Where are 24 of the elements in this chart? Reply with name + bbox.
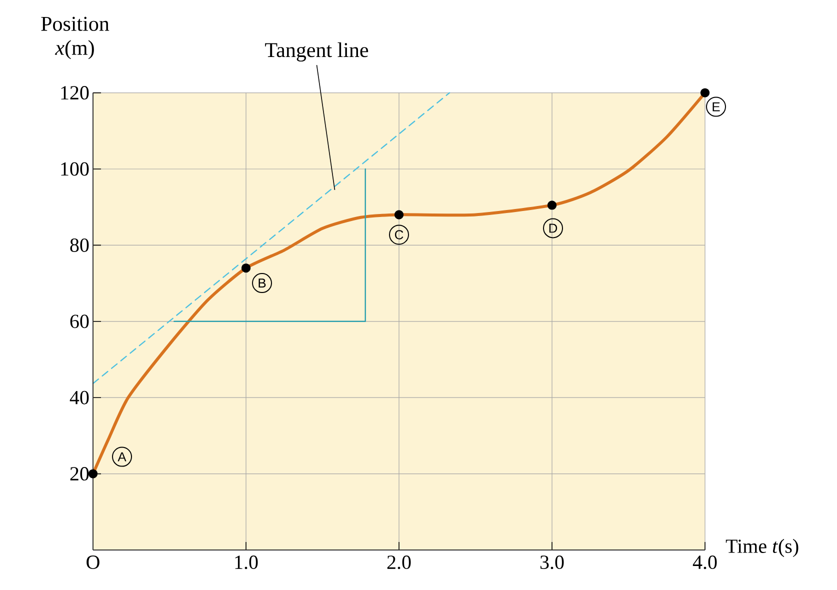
point xyxy=(241,263,251,273)
y-tick-label: 20 xyxy=(70,467,89,481)
annotation: E xyxy=(712,102,720,112)
point xyxy=(88,469,98,478)
y-tick-label: 100 xyxy=(61,162,89,176)
x-tick-label: 2.0 xyxy=(387,556,411,570)
annotation: Tangent line xyxy=(265,42,368,62)
x-axis-title: Time t(s) xyxy=(726,538,798,558)
y-tick-label: 120 xyxy=(61,86,89,100)
point xyxy=(547,200,557,210)
annotation: C xyxy=(394,230,404,240)
y-tick-label: 80 xyxy=(70,238,89,252)
x-tick-label: O xyxy=(86,556,100,569)
annotation: D xyxy=(549,224,558,233)
x-tick-label: 4.0 xyxy=(692,556,717,570)
y-axis-title: Position x(m) xyxy=(41,16,110,60)
x-tick-label: 3.0 xyxy=(540,556,564,570)
point xyxy=(700,88,710,98)
y-tick-label: 40 xyxy=(70,390,89,404)
annotation: B xyxy=(258,278,266,288)
point xyxy=(394,210,404,220)
y-tick-label: 60 xyxy=(70,314,89,328)
x-tick-label: 1.0 xyxy=(235,556,258,570)
annotation: A xyxy=(118,452,126,462)
